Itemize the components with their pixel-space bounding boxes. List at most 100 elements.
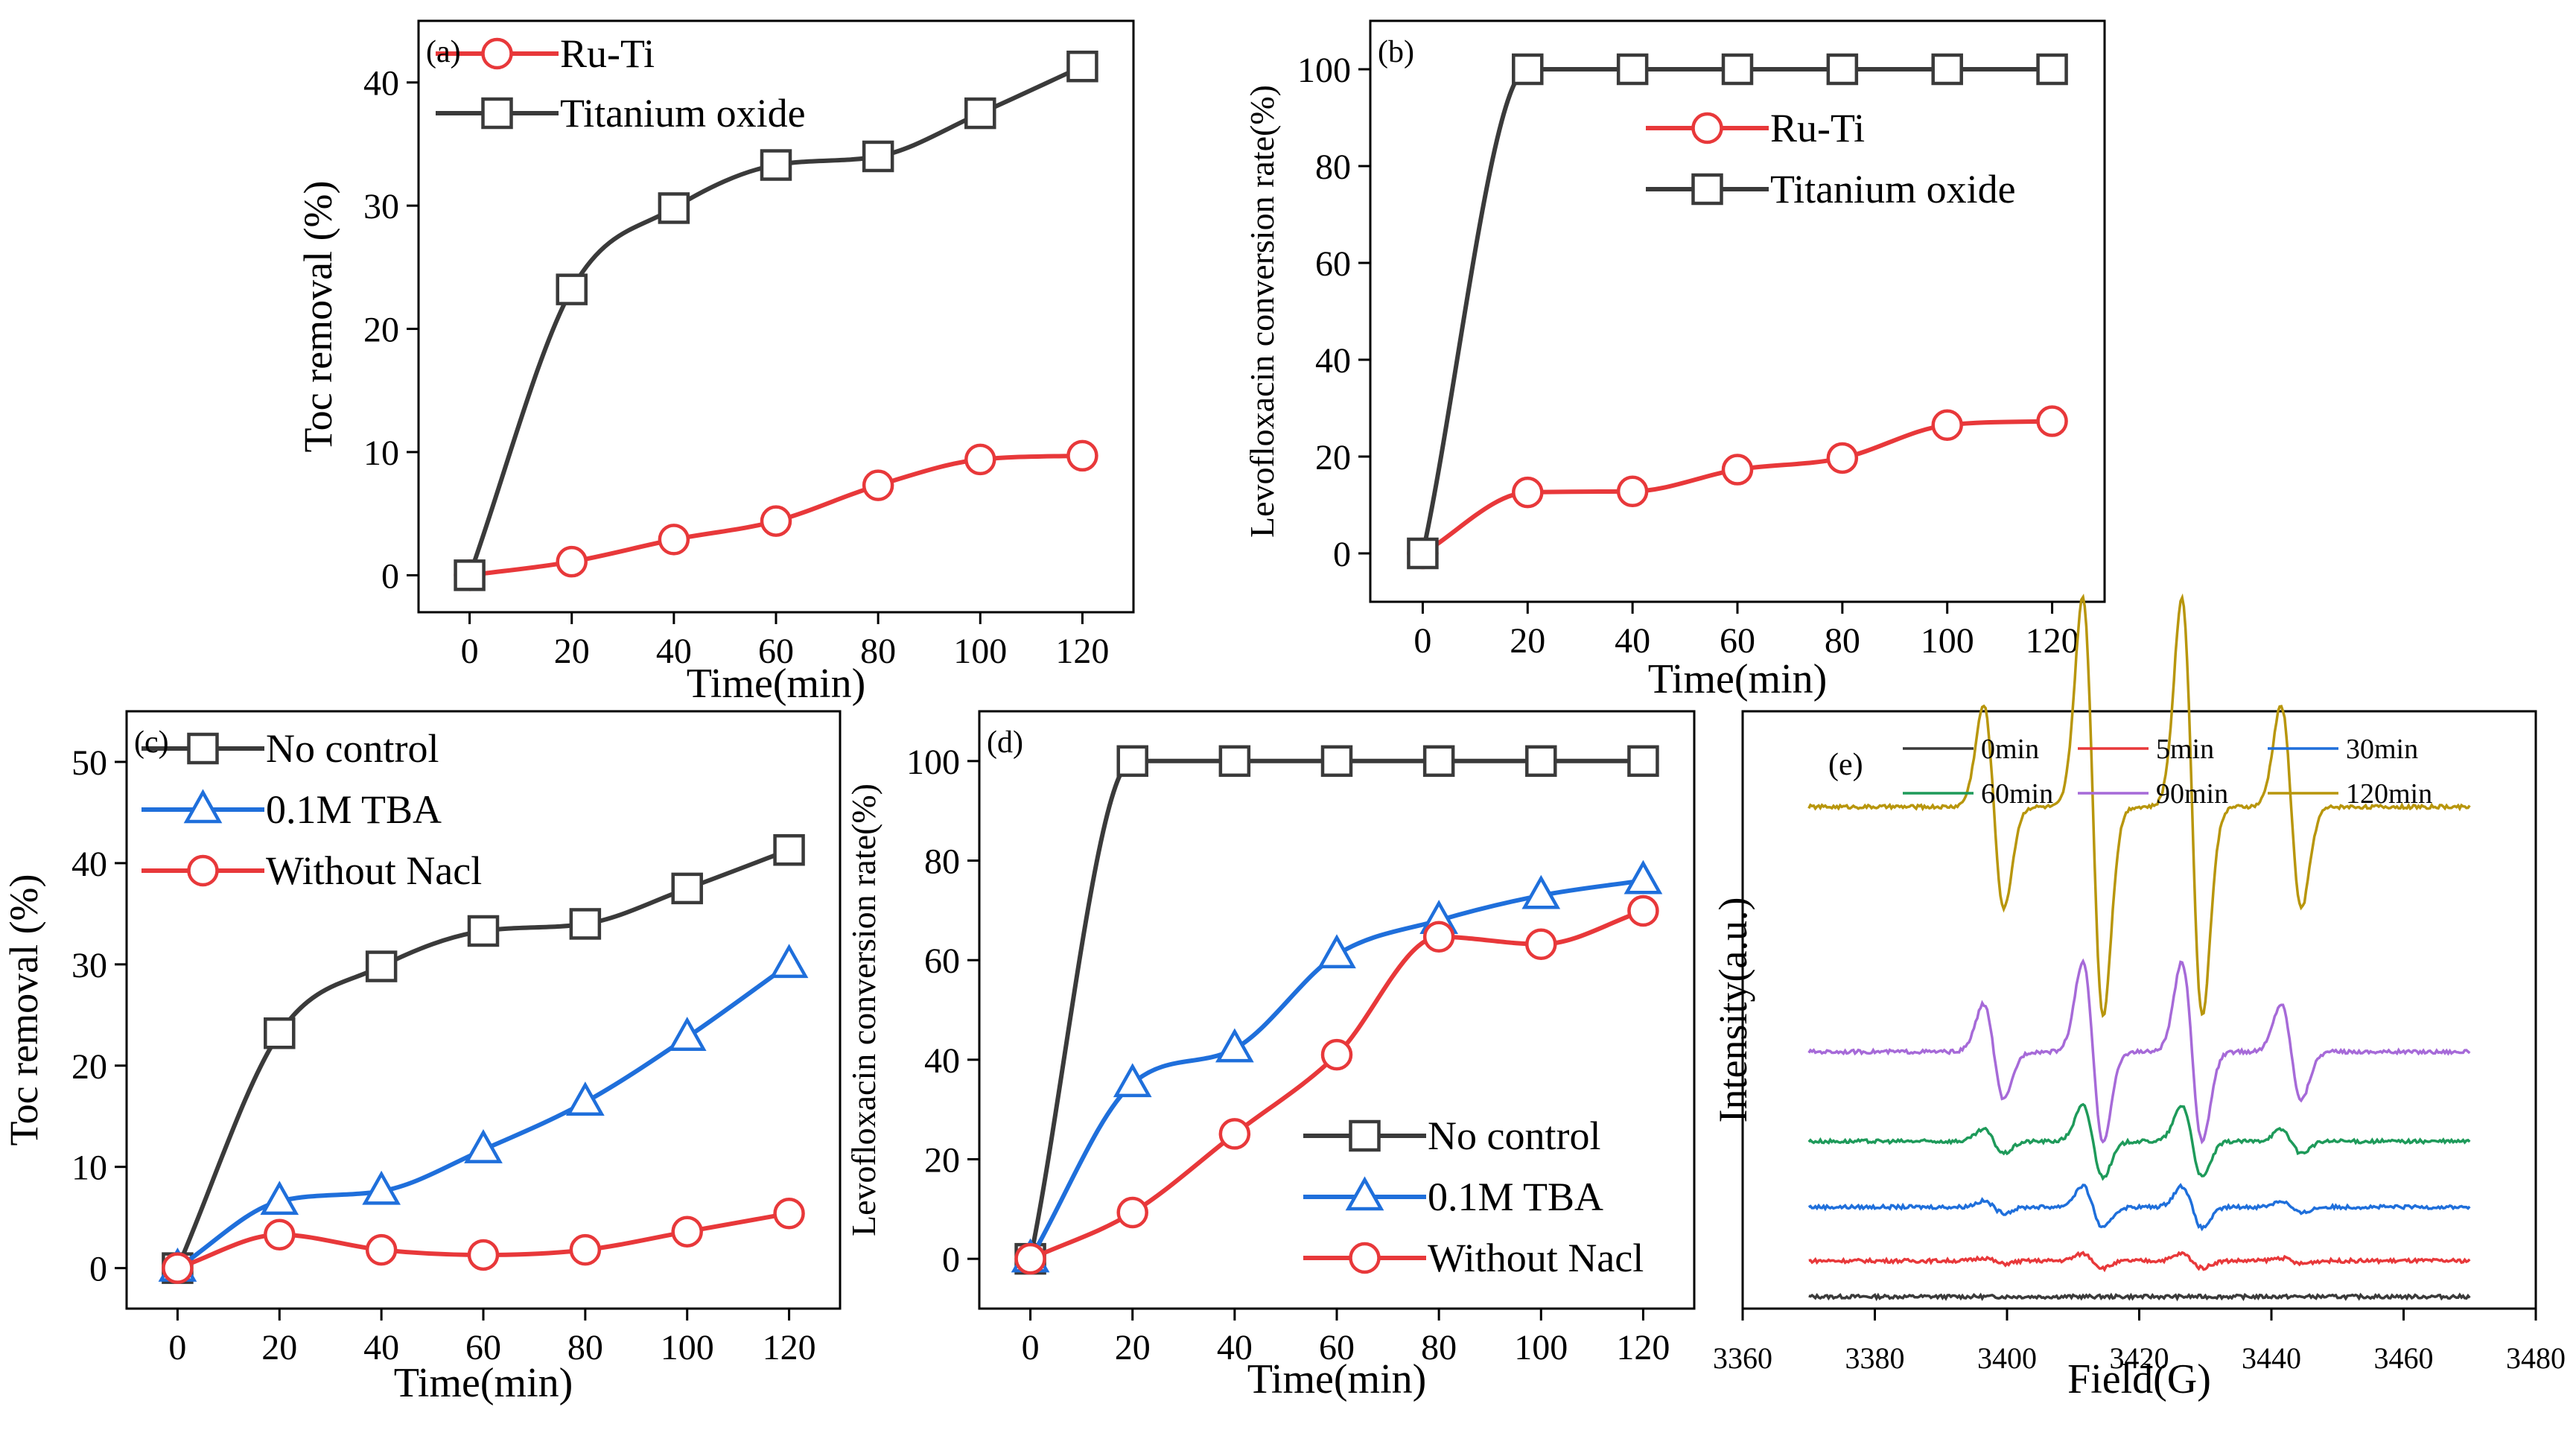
x-tick-label: 100 [953, 632, 1007, 671]
data-point [1116, 1196, 1148, 1229]
x-tick-label: 3460 [2374, 1341, 2434, 1375]
panel-a: 0 20 40 60 80 100 120 Time(min) Toc removal (%) 0… [296, 19, 1135, 707]
x-tick-label: 100 [1514, 1328, 1568, 1367]
y-tick-label: 0 [1333, 535, 1351, 574]
x-tick-label: 20 [1115, 1328, 1151, 1367]
data-point [1422, 921, 1455, 953]
x-tick-label: 80 [1825, 621, 1860, 661]
data-point [1627, 894, 1659, 927]
x-tick-label: 80 [1421, 1328, 1457, 1367]
x-tick-label: 0 [1413, 621, 1431, 661]
data-point [862, 469, 894, 501]
data-point [1066, 439, 1098, 472]
spectrum-5min [1808, 1251, 2471, 1273]
y-tick-label: 0 [381, 556, 399, 596]
legend-label: Without Nacl [266, 848, 482, 893]
data-point [260, 1180, 299, 1216]
panel-b: 0 20 40 60 80 100 120 Time(min) Levofloxacin con… [1243, 19, 2106, 702]
legend-label: Ru-Ti [1770, 106, 1865, 150]
data-point [1931, 409, 1963, 441]
y-axis-label: Toc removal (%) [1, 874, 46, 1145]
panel-label: (a) [426, 35, 461, 69]
y-tick-label: 80 [1315, 147, 1351, 187]
legend-marker [1691, 173, 1723, 206]
data-point [964, 97, 996, 130]
data-point [1525, 745, 1557, 778]
data-point [264, 1017, 296, 1049]
y-axis-label: Intensity(a.u.) [1711, 897, 1755, 1123]
data-point [1623, 859, 1663, 894]
data-point [454, 559, 486, 591]
legend-label: No control [266, 726, 439, 771]
x-tick-label: 120 [2026, 621, 2079, 661]
legend-marker [183, 789, 223, 824]
x-tick-label: 40 [1217, 1328, 1253, 1367]
x-axis-label: Time(min) [687, 661, 866, 707]
data-point [362, 1170, 401, 1205]
legend-label: 90min [2156, 778, 2228, 810]
y-tick-label: 100 [906, 743, 960, 782]
y-tick-label: 0 [942, 1240, 960, 1280]
data-point [467, 915, 500, 947]
data-point [1721, 53, 1754, 86]
data-point [1521, 874, 1561, 909]
data-point [773, 833, 805, 866]
data-point [1317, 934, 1356, 969]
panel-label: (b) [1378, 35, 1414, 69]
x-tick-label: 3480 [2506, 1341, 2566, 1375]
data-point [1218, 1118, 1251, 1150]
data-point [964, 443, 996, 476]
data-point [1721, 454, 1754, 486]
data-point [1218, 745, 1251, 778]
y-tick-label: 100 [1297, 51, 1351, 90]
x-tick-label: 0 [461, 632, 479, 671]
data-point [1215, 1028, 1254, 1063]
y-tick-label: 0 [89, 1250, 107, 1289]
y-tick-label: 10 [71, 1148, 107, 1188]
legend-label: 120min [2346, 778, 2432, 810]
legend-label: Titanium oxide [560, 91, 806, 136]
data-point [667, 1017, 707, 1051]
data-point [1826, 53, 1859, 86]
y-tick-label: 20 [924, 1141, 960, 1180]
data-point [556, 273, 588, 305]
x-tick-label: 60 [758, 632, 794, 671]
data-point [1113, 1063, 1152, 1098]
x-tick-label: 100 [1921, 621, 1974, 661]
data-point [1826, 442, 1859, 474]
legend-label: 60min [1981, 778, 2053, 810]
data-point [566, 1081, 605, 1116]
data-point [658, 524, 690, 556]
data-point [1320, 745, 1353, 778]
y-tick-label: 30 [71, 946, 107, 985]
x-tick-label: 80 [860, 632, 896, 671]
spectrum-0min [1808, 1292, 2471, 1302]
y-tick-label: 50 [71, 743, 107, 783]
panel-d: 0 20 40 60 80 100 120 Time(min) Levofloxacin con… [845, 710, 1696, 1402]
data-point [862, 140, 894, 173]
data-point [467, 1239, 500, 1271]
legend-label: Titanium oxide [1770, 167, 2016, 212]
data-point [1116, 745, 1148, 778]
y-tick-label: 20 [1315, 438, 1351, 477]
data-point [760, 149, 792, 181]
data-point [365, 1233, 398, 1266]
x-tick-label: 100 [661, 1328, 714, 1367]
spectrum-90min [1807, 958, 2471, 1145]
data-point [1512, 476, 1544, 509]
legend-marker [187, 854, 219, 887]
y-tick-label: 10 [363, 433, 399, 473]
legend-label: 5min [2156, 734, 2214, 765]
data-point [1627, 745, 1659, 778]
panel-label: (d) [987, 725, 1023, 760]
x-tick-label: 20 [554, 632, 590, 671]
legend-label: No control [1428, 1113, 1600, 1158]
panel-label: (e) [1828, 748, 1863, 782]
y-tick-label: 60 [1315, 244, 1351, 284]
x-tick-label: 120 [1055, 632, 1109, 671]
legend-label: Without Nacl [1428, 1236, 1644, 1280]
y-tick-label: 30 [363, 187, 399, 226]
data-point [162, 1252, 194, 1284]
